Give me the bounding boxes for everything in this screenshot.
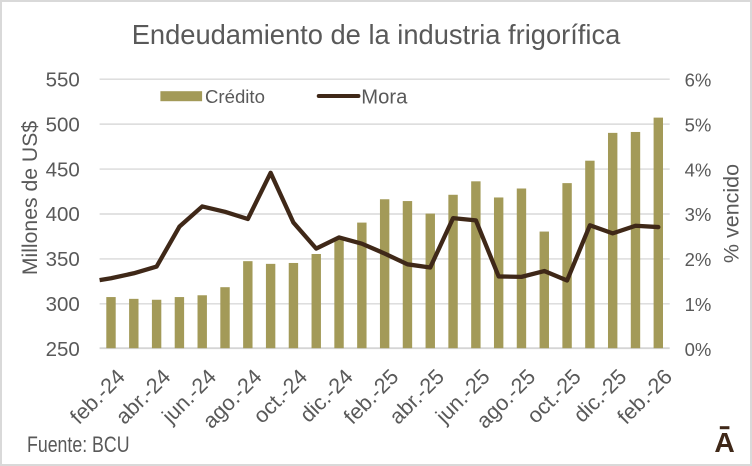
svg-text:500: 500	[46, 113, 80, 136]
svg-text:6%: 6%	[685, 69, 712, 90]
svg-text:2%: 2%	[685, 249, 712, 270]
svg-text:Millones de US$: Millones de US$	[19, 121, 42, 275]
svg-text:Endeudamiento de la industria: Endeudamiento de la industria frigorífic…	[132, 19, 621, 50]
svg-text:3%: 3%	[685, 204, 712, 225]
svg-text:4%: 4%	[685, 159, 712, 180]
svg-text:% vencido: % vencido	[720, 164, 744, 263]
svg-text:A: A	[714, 427, 734, 458]
svg-text:1%: 1%	[685, 294, 712, 315]
svg-text:5%: 5%	[685, 114, 712, 135]
svg-text:Mora: Mora	[361, 86, 408, 108]
svg-text:300: 300	[46, 293, 80, 316]
svg-text:350: 350	[46, 248, 80, 271]
svg-text:0%: 0%	[685, 339, 712, 360]
svg-text:250: 250	[46, 338, 80, 361]
svg-text:450: 450	[46, 158, 80, 181]
svg-text:Crédito: Crédito	[205, 86, 265, 107]
svg-text:550: 550	[46, 68, 80, 91]
svg-text:Fuente: BCU: Fuente: BCU	[27, 432, 130, 457]
svg-text:400: 400	[46, 203, 80, 226]
